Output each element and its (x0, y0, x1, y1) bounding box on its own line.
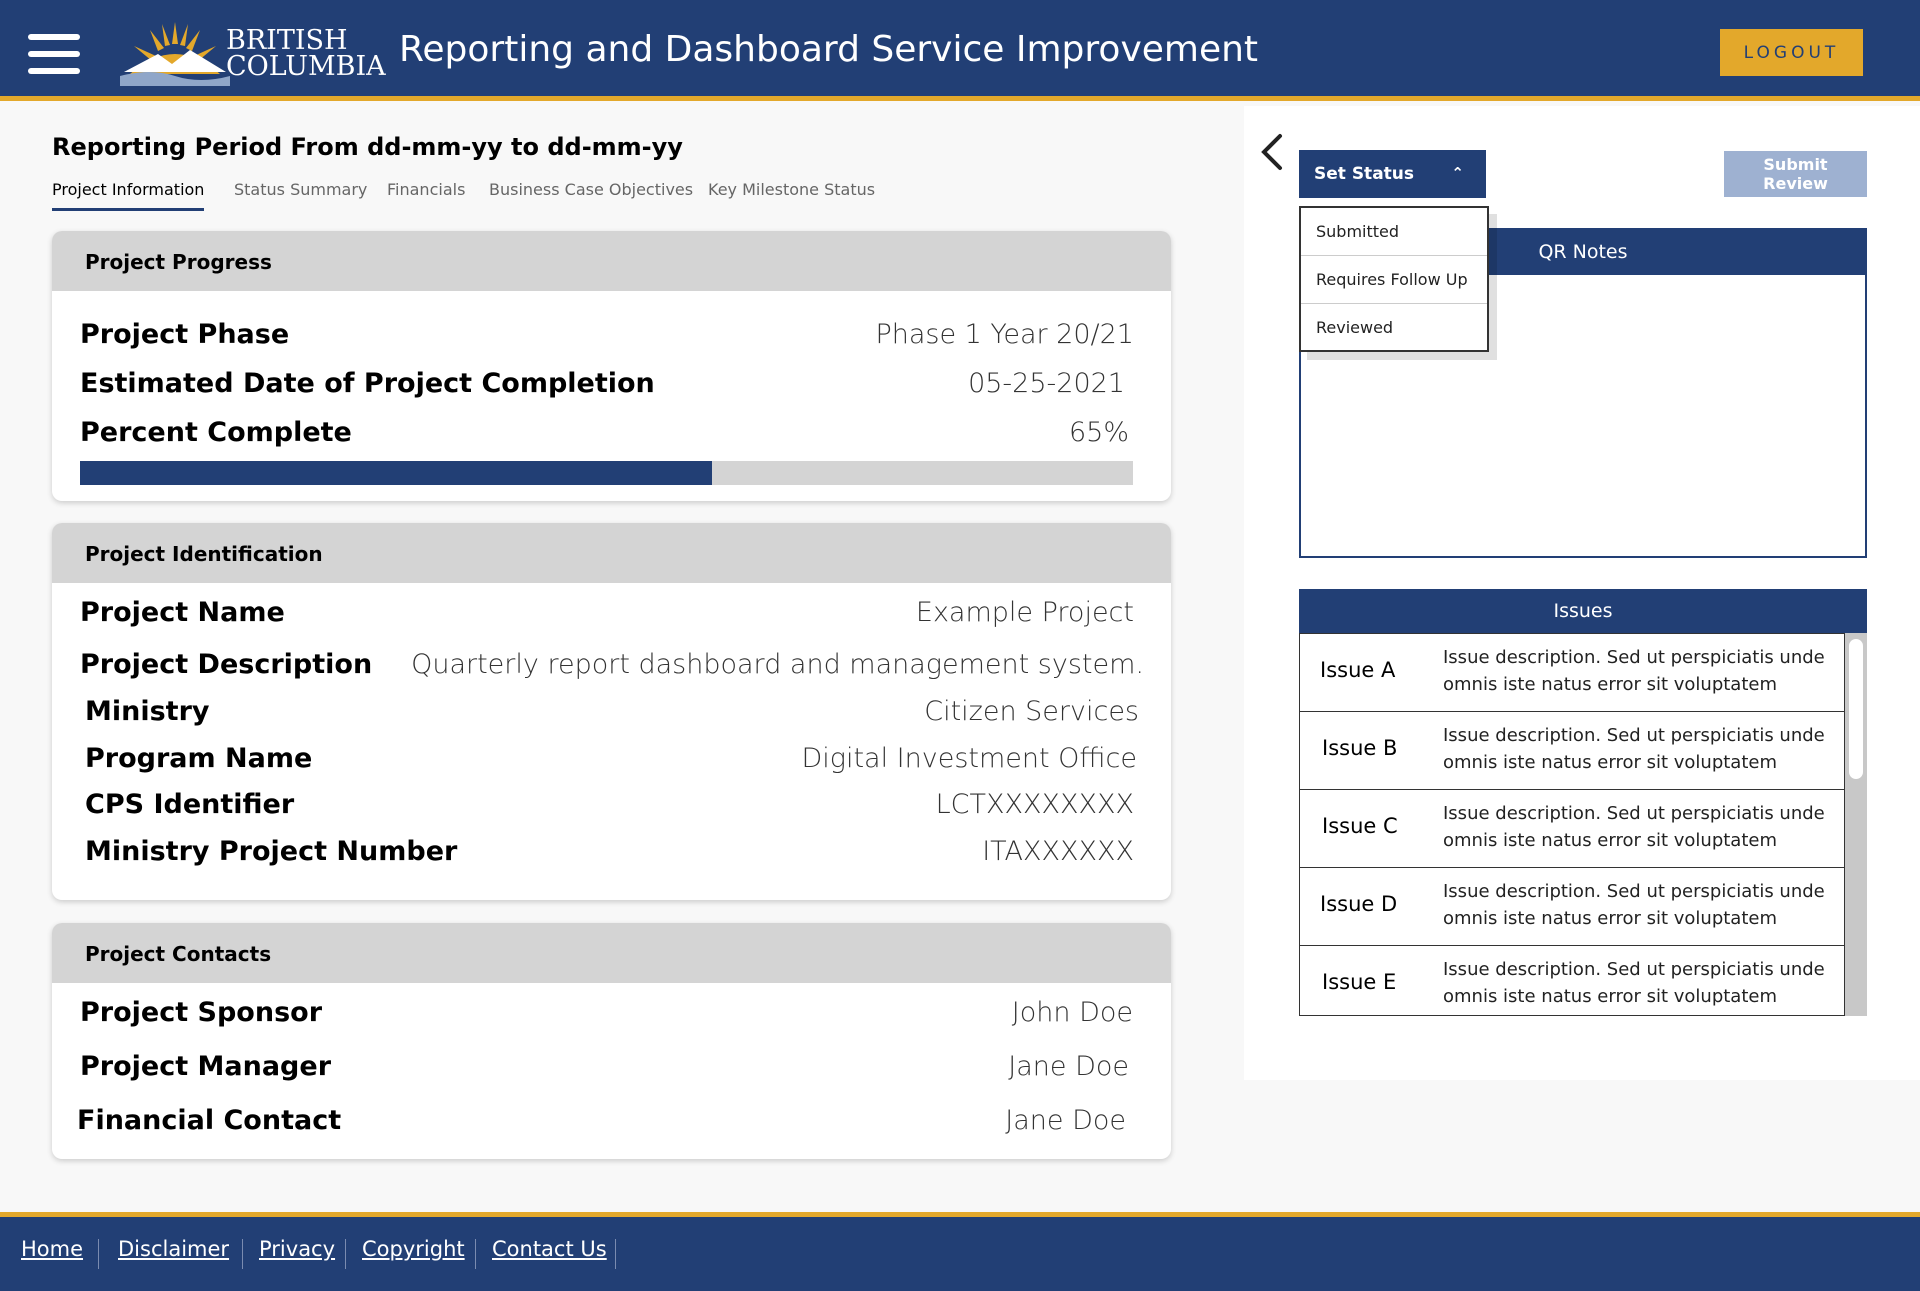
footer-link-contact-us[interactable]: Contact Us (492, 1237, 607, 1261)
row-value: LCTXXXXXXXX (935, 789, 1134, 820)
row-value: Jane Doe (1005, 1105, 1126, 1136)
footer-link-home[interactable]: Home (21, 1237, 84, 1261)
row-value: Example Project (915, 597, 1134, 628)
tab-financials[interactable]: Financials (387, 180, 466, 199)
issue-name: Issue D (1320, 892, 1398, 916)
top-header: BRITISH COLUMBIA Reporting and Dashboard… (0, 0, 1920, 101)
footer-divider (475, 1239, 476, 1269)
footer-link-copyright[interactable]: Copyright (362, 1237, 465, 1261)
issue-name: Issue E (1322, 970, 1397, 994)
issue-row[interactable]: Issue C Issue description. Sed ut perspi… (1300, 790, 1844, 868)
row-value: Quarterly report dashboard and managemen… (411, 649, 1144, 680)
tab-status-summary[interactable]: Status Summary (234, 180, 368, 199)
issue-name: Issue B (1322, 736, 1398, 760)
issue-description: Issue description. Sed ut perspiciatis u… (1443, 803, 1825, 851)
issue-row[interactable]: Issue B Issue description. Sed ut perspi… (1300, 712, 1844, 790)
card-title: Project Contacts (85, 942, 272, 966)
collapse-panel-chevron-left-icon[interactable] (1258, 132, 1286, 172)
scrollbar-thumb[interactable] (1849, 639, 1863, 779)
row-label: Program Name (85, 743, 313, 774)
row-label: Ministry (85, 696, 210, 727)
card-header: Project Contacts (52, 923, 1171, 983)
set-status-label: Set Status (1314, 164, 1415, 184)
row-value: 05-25-2021 (968, 368, 1125, 399)
bc-logo: BRITISH COLUMBIA (120, 14, 386, 86)
project-contacts-card: Project Contacts Project Sponsor John Do… (52, 923, 1171, 1159)
row-label: CPS Identifier (85, 789, 295, 820)
issue-row[interactable]: Issue A Issue description. Sed ut perspi… (1300, 634, 1844, 712)
issue-row[interactable]: Issue E Issue description. Sed ut perspi… (1300, 946, 1844, 1015)
chevron-up-icon: ⌃ (1451, 164, 1464, 182)
percent-value: 65% (1068, 417, 1129, 448)
set-status-dropdown[interactable]: Set Status ⌃ (1299, 150, 1486, 198)
issue-name: Issue A (1320, 658, 1396, 682)
issues-list: Issue A Issue description. Sed ut perspi… (1299, 633, 1845, 1016)
footer: Home Disclaimer Privacy Copyright Contac… (0, 1212, 1920, 1291)
row-label: Project Sponsor (80, 997, 323, 1028)
app-title: Reporting and Dashboard Service Improvem… (399, 29, 1259, 70)
card-title: Project Identification (85, 542, 323, 566)
issue-description: Issue description. Sed ut perspiciatis u… (1443, 647, 1825, 695)
issues-title: Issues (1299, 589, 1867, 633)
tab-project-information[interactable]: Project Information (52, 180, 205, 211)
issue-description: Issue description. Sed ut perspiciatis u… (1443, 725, 1825, 773)
sun-mountain-icon (120, 22, 230, 86)
card-header: Project Identification (52, 523, 1171, 583)
row-value: Digital Investment Office (801, 743, 1137, 774)
footer-divider (242, 1239, 243, 1269)
submit-review-button[interactable]: Submit Review (1724, 151, 1867, 197)
row-value: Jane Doe (1008, 1051, 1129, 1082)
row-label: Project Phase (80, 319, 290, 350)
tab-key-milestone-status[interactable]: Key Milestone Status (708, 180, 876, 199)
row-value: John Doe (1011, 997, 1133, 1028)
row-value: ITAXXXXXX (982, 836, 1134, 867)
progress-bar (80, 461, 1133, 485)
logo-line2: COLUMBIA (226, 51, 386, 82)
page-title: Reporting Period From dd-mm-yy to dd-mm-… (52, 133, 683, 161)
card-header: Project Progress (52, 231, 1171, 291)
footer-link-disclaimer[interactable]: Disclaimer (118, 1237, 230, 1261)
row-value: Phase 1 Year 20/21 (875, 319, 1134, 350)
progress-bar-fill (80, 461, 712, 485)
project-progress-card: Project Progress Project Phase Phase 1 Y… (52, 231, 1171, 501)
row-label: Percent Complete (80, 417, 352, 448)
footer-divider (345, 1239, 346, 1269)
status-option-reviewed[interactable]: Reviewed (1316, 318, 1394, 337)
hamburger-menu-icon[interactable] (28, 34, 80, 74)
issue-description: Issue description. Sed ut perspiciatis u… (1443, 959, 1825, 1007)
row-label: Project Description (80, 649, 373, 680)
row-label: Ministry Project Number (85, 836, 458, 867)
footer-divider (98, 1239, 99, 1269)
row-label: Estimated Date of Project Completion (80, 368, 655, 399)
footer-link-privacy[interactable]: Privacy (259, 1237, 336, 1261)
status-option-submitted[interactable]: Submitted (1301, 208, 1487, 256)
row-label: Project Name (80, 597, 285, 628)
row-value: Citizen Services (924, 696, 1139, 727)
row-label: Financial Contact (77, 1105, 342, 1136)
logout-button[interactable]: LOGOUT (1720, 29, 1863, 76)
issue-name: Issue C (1322, 814, 1398, 838)
row-label: Project Manager (80, 1051, 332, 1082)
card-title: Project Progress (85, 250, 272, 274)
logo-line1: BRITISH (226, 25, 348, 56)
issue-row[interactable]: Issue D Issue description. Sed ut perspi… (1300, 868, 1844, 946)
issues-scrollbar[interactable] (1845, 633, 1867, 1016)
tab-business-case-objectives[interactable]: Business Case Objectives (489, 180, 694, 199)
status-dropdown-menu: Submitted Requires Follow Up Reviewed (1299, 206, 1489, 352)
status-option-requires-follow-up[interactable]: Requires Follow Up (1301, 256, 1487, 304)
issue-description: Issue description. Sed ut perspiciatis u… (1443, 881, 1825, 929)
footer-divider (615, 1239, 616, 1269)
project-identification-card: Project Identification Project Name Exam… (52, 523, 1171, 900)
